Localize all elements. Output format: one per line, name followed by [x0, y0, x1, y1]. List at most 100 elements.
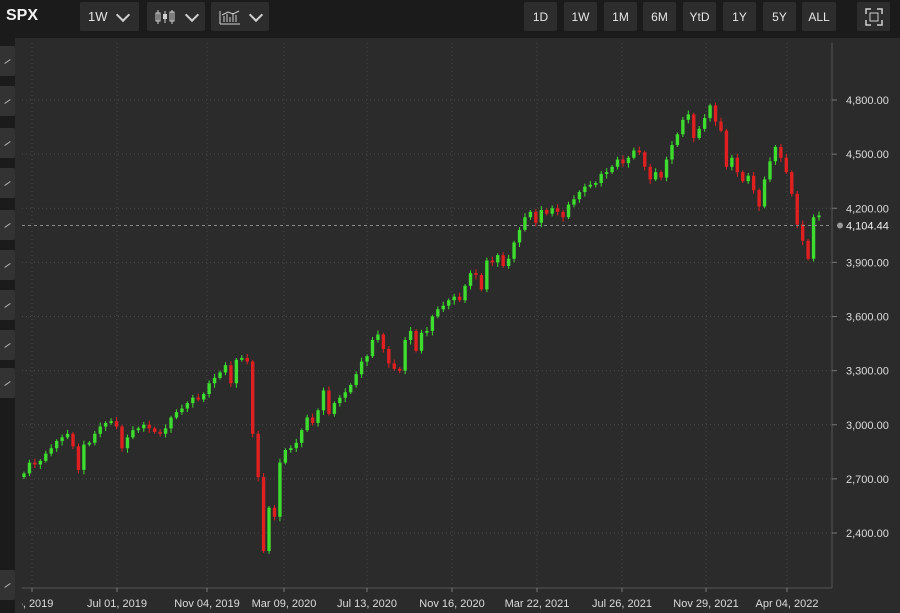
candle	[419, 329, 424, 354]
interval-dropdown[interactable]: 1W	[80, 2, 139, 31]
price-chart[interactable]: 2,400.00 2,700.00 3,000.00 3,300.00 3,600.00…	[22, 43, 900, 613]
range-button-ytd[interactable]: YtD	[683, 2, 716, 31]
candle	[136, 426, 141, 433]
candle	[321, 387, 326, 415]
range-button-1y[interactable]: 1Y	[723, 2, 756, 31]
candle	[261, 473, 266, 553]
interval-value: 1W	[88, 9, 108, 24]
candle	[555, 204, 560, 216]
chart-type-dropdown[interactable]	[147, 2, 205, 31]
range-button-5y[interactable]: 5Y	[763, 2, 796, 31]
measure-tool[interactable]	[0, 368, 15, 398]
candle	[120, 424, 124, 452]
candle	[158, 429, 162, 437]
candle	[447, 298, 451, 310]
candle	[65, 429, 70, 440]
candle	[294, 438, 298, 452]
candle	[365, 354, 369, 367]
range-button-6m[interactable]: 6M	[643, 2, 676, 31]
candle	[817, 211, 821, 221]
y-tick-label: 3,000.00	[846, 420, 889, 432]
candle	[229, 361, 233, 387]
candle	[338, 394, 342, 407]
candle	[664, 156, 669, 182]
horizontal-line-tool[interactable]	[0, 128, 15, 158]
candle	[572, 195, 576, 208]
candle	[441, 301, 445, 312]
candle	[310, 413, 315, 426]
candle	[398, 367, 402, 374]
fan-tool[interactable]	[0, 330, 15, 360]
y-tick-label: 3,600.00	[846, 312, 889, 324]
candle	[795, 190, 799, 229]
candle	[103, 421, 108, 432]
fullscreen-button[interactable]	[857, 2, 890, 31]
x-axis: 25, 2019 Jul 01, 2019 Nov 04, 2019 Mar 09, …	[22, 588, 819, 610]
candlestick-series	[22, 102, 821, 554]
candle	[550, 205, 554, 217]
candle	[185, 401, 190, 413]
candle	[800, 220, 805, 246]
candle	[713, 102, 718, 127]
ray-tool[interactable]	[0, 86, 15, 116]
indicators-dropdown[interactable]	[211, 2, 269, 31]
candle	[692, 112, 696, 143]
eraser-icon	[4, 582, 11, 588]
candle	[93, 430, 97, 446]
candle	[610, 164, 614, 174]
candle	[675, 132, 680, 147]
candle	[517, 227, 522, 248]
x-tick-label: Jul 01, 2019	[87, 598, 147, 610]
trend-line-tool[interactable]	[0, 46, 15, 76]
last-value-label: 4,104.44	[846, 220, 889, 232]
candle	[218, 370, 222, 380]
candle	[452, 293, 456, 305]
candle	[272, 504, 277, 521]
symbol-label: SPX	[6, 7, 39, 24]
chevron-down-icon	[248, 7, 264, 22]
candle	[109, 418, 113, 425]
range-button-1w[interactable]: 1W	[564, 2, 597, 31]
candle	[566, 201, 571, 220]
candle	[468, 270, 473, 290]
horizontal-line-icon	[4, 140, 11, 146]
y-axis: 2,400.00 2,700.00 3,000.00 3,300.00 3,600.00…	[832, 95, 889, 540]
candle	[643, 150, 647, 171]
candle	[354, 371, 358, 388]
range-button-1d[interactable]: 1D	[524, 2, 557, 31]
candle	[604, 168, 609, 179]
candle	[283, 448, 288, 465]
candle	[316, 408, 320, 427]
candle	[457, 292, 462, 303]
candle	[82, 440, 86, 475]
candle	[174, 409, 179, 420]
candle	[463, 284, 467, 303]
candle	[594, 181, 598, 188]
candle	[251, 359, 255, 438]
arc-icon	[4, 262, 11, 268]
eraser-tool[interactable]	[0, 570, 15, 600]
range-button-all[interactable]: ALL	[802, 2, 836, 31]
candle	[414, 329, 418, 353]
channel-tool[interactable]	[0, 210, 15, 240]
candle	[349, 383, 353, 395]
candle	[245, 354, 249, 365]
candlestick-icon	[155, 9, 175, 24]
candle	[490, 256, 494, 266]
chevron-down-icon	[184, 7, 200, 22]
candle	[528, 210, 533, 220]
candle	[670, 141, 674, 165]
candle	[653, 168, 658, 182]
candle	[387, 346, 391, 368]
fibonacci-tool[interactable]	[0, 168, 15, 198]
candle	[98, 422, 102, 438]
pitchfork-tool[interactable]	[0, 290, 15, 320]
candle	[632, 147, 636, 160]
candle	[49, 444, 53, 457]
candle	[757, 188, 761, 211]
candle	[180, 404, 184, 415]
fullscreen-icon	[864, 7, 883, 26]
drawing-tools-sidebar	[0, 38, 15, 613]
range-button-1m[interactable]: 1M	[604, 2, 637, 31]
arc-tool[interactable]	[0, 250, 15, 280]
